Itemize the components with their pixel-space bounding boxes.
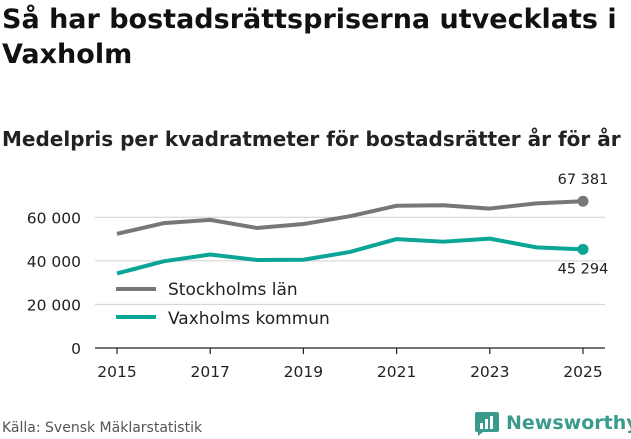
line-chart: 0 20 000 40 000 60 000 2015 2017 2019 2021 2023… xyxy=(27,172,609,381)
x-tick-label-2019: 2019 xyxy=(284,363,323,381)
brand-logo: Newsworthy xyxy=(474,407,631,439)
y-axis: 0 20 000 40 000 60 000 xyxy=(27,209,81,358)
y-tick-label-40000: 40 000 xyxy=(27,253,81,271)
x-tick-label-2023: 2023 xyxy=(470,363,509,381)
x-tick-label-2021: 2021 xyxy=(377,363,416,381)
y-tick-label-60000: 60 000 xyxy=(27,209,81,227)
end-label-stockholm: 67 381 xyxy=(558,172,609,188)
series-lines: 67 381 45 294 xyxy=(116,172,609,277)
end-marker-stockholm xyxy=(577,195,589,207)
end-label-vaxholm: 45 294 xyxy=(558,261,609,277)
x-tick-label-2025: 2025 xyxy=(563,363,602,381)
y-tick-label-0: 0 xyxy=(71,340,81,358)
x-axis: 2015 2017 2019 2021 2023 2025 xyxy=(97,348,603,381)
x-tick-label-2017: 2017 xyxy=(190,363,229,381)
brand-name: Newsworthy xyxy=(506,412,631,434)
series-line-stockholm xyxy=(116,199,584,236)
series-line-vaxholm xyxy=(116,236,584,276)
x-tick-label-2015: 2015 xyxy=(97,363,136,381)
legend-label-vaxholm: Vaxholms kommun xyxy=(168,309,330,329)
y-tick-label-20000: 20 000 xyxy=(27,296,81,314)
source-note: Källa: Svensk Mäklarstatistik xyxy=(2,420,203,436)
legend: Stockholms län Vaxholms kommun xyxy=(116,280,330,329)
newsworthy-logo-icon xyxy=(475,412,499,436)
chart-subtitle: Medelpris per kvadratmeter för bostadsrä… xyxy=(2,127,621,151)
legend-label-stockholm: Stockholms län xyxy=(168,280,298,300)
chart-title: Så har bostadsrättspriserna utvecklats i… xyxy=(2,4,617,70)
end-marker-vaxholm xyxy=(577,243,589,255)
